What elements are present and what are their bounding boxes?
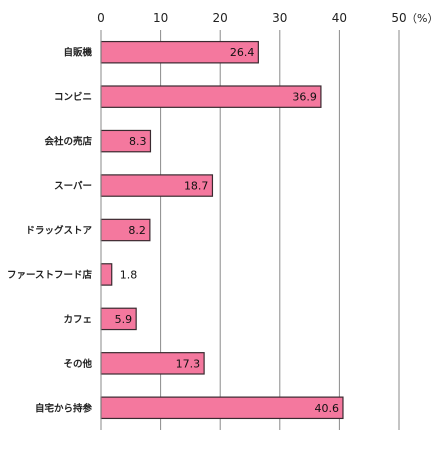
data-label: 26.4 (230, 46, 255, 59)
category-label: カフェ (63, 314, 92, 325)
category-labels: 自販機コンビニ会社の売店スーパードラッグストアファーストフード店カフェその他自宅… (7, 47, 93, 415)
x-tick-label: 20 (213, 11, 228, 25)
bar (100, 85, 322, 108)
category-label: ファーストフード店 (7, 269, 93, 281)
bar (100, 396, 344, 420)
category-label: ドラッグストア (25, 225, 92, 237)
x-tick-label: 30 (272, 11, 287, 25)
data-label: 8.2 (128, 224, 146, 237)
data-label: 17.3 (176, 357, 201, 370)
data-label: 36.9 (292, 91, 317, 104)
x-tick-label: 50 (391, 11, 406, 25)
data-label: 1.8 (120, 268, 138, 281)
x-tick-label: 40 (332, 11, 347, 25)
data-label: 5.9 (115, 313, 133, 326)
data-label: 40.6 (314, 402, 339, 415)
data-labels: 26.4 36.9 8.3 18.7 8.2 1.8 5.9 17.3 40.6 (115, 46, 339, 415)
bars (100, 40, 344, 420)
data-label: 8.3 (129, 135, 147, 148)
category-label: コンビニ (54, 91, 92, 103)
category-label: スーパー (54, 180, 92, 192)
x-tick-label: 10 (153, 11, 168, 25)
unit-label: （%） (406, 12, 438, 25)
category-label: 自宅から持参 (35, 402, 93, 414)
category-label: 会社の売店 (44, 136, 92, 148)
x-axis-ticks: 0 10 20 30 40 50 (97, 11, 406, 25)
category-label: 自販機 (63, 47, 92, 59)
bar (100, 263, 113, 286)
data-label: 18.7 (184, 180, 209, 193)
category-label: その他 (63, 358, 92, 370)
x-tick-label: 0 (97, 11, 105, 25)
